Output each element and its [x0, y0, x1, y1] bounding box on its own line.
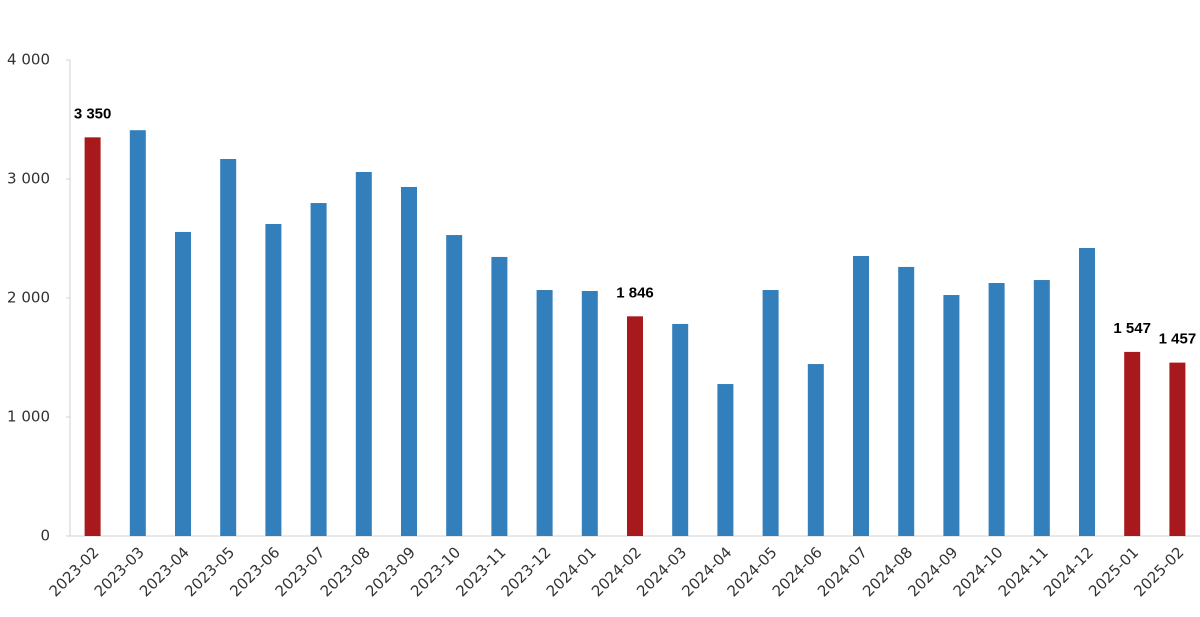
bar — [265, 223, 282, 536]
y-tick-label: 1 000 — [7, 408, 50, 426]
bar — [401, 186, 417, 536]
value-label: 1 547 — [1113, 320, 1151, 337]
bar — [129, 130, 146, 536]
bar — [446, 235, 463, 536]
bar — [536, 290, 553, 536]
bar — [175, 231, 191, 536]
y-tick-label: 4 000 — [7, 51, 50, 69]
bar — [988, 283, 1005, 536]
bar — [84, 137, 101, 536]
bar — [581, 290, 598, 536]
value-label: 1 846 — [616, 284, 654, 301]
bar — [1033, 280, 1050, 536]
bar — [853, 255, 869, 537]
bar — [627, 316, 643, 536]
bar — [1124, 351, 1141, 536]
bar — [807, 364, 824, 536]
bar — [220, 159, 237, 536]
bar — [491, 256, 508, 536]
bar — [1079, 248, 1095, 536]
bar — [762, 290, 779, 536]
bar — [898, 266, 915, 536]
value-label: 3 350 — [74, 105, 112, 122]
bar — [1169, 362, 1186, 536]
bar — [672, 323, 689, 536]
bar — [355, 171, 372, 536]
x-tick-label: 2025-02 — [1130, 543, 1187, 600]
bar — [310, 203, 327, 536]
value-label: 1 457 — [1159, 331, 1197, 348]
bar — [717, 384, 734, 536]
y-tick-label: 3 000 — [7, 170, 50, 188]
y-tick-label: 0 — [40, 527, 50, 545]
y-tick-label: 2 000 — [7, 289, 50, 307]
bar — [943, 295, 960, 536]
